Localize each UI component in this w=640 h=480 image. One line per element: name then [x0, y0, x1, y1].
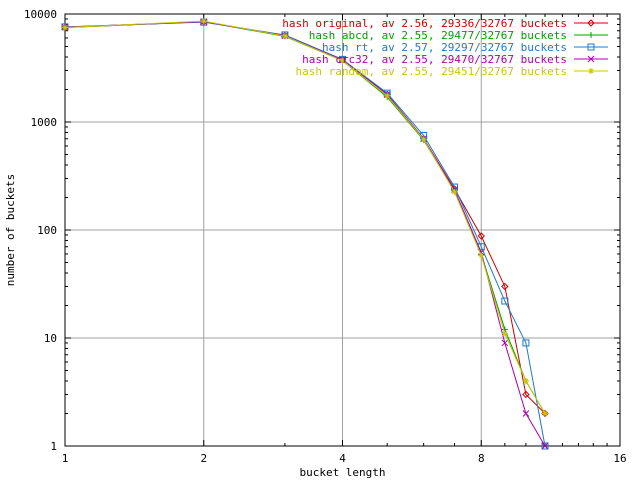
data-point [522, 339, 530, 347]
data-point [522, 377, 529, 384]
data-point [587, 43, 595, 51]
x-axis-label: bucket length [299, 466, 385, 479]
data-point [541, 442, 549, 450]
y-axis-label: number of buckets [4, 174, 17, 287]
data-point [281, 33, 288, 40]
data-point [451, 188, 458, 195]
y-tick-label: 1 [50, 440, 57, 453]
x-tick-label: 16 [613, 452, 626, 465]
legend-label: hash random, av 2.55, 29451/32767 bucket… [295, 65, 567, 78]
y-tick-label: 10 [44, 332, 57, 345]
data-point [501, 330, 508, 337]
data-point [522, 390, 530, 399]
x-tick-label: 1 [62, 452, 69, 465]
y-tick-label: 100 [37, 224, 57, 237]
data-point [501, 339, 509, 347]
data-point [62, 24, 68, 31]
y-tick-label: 10000 [24, 8, 57, 21]
data-point [587, 19, 595, 27]
y-tick-label: 1000 [31, 116, 58, 129]
x-tick-label: 8 [478, 452, 485, 465]
data-point [477, 232, 485, 240]
x-tick-label: 2 [200, 452, 207, 465]
data-point [501, 297, 509, 305]
series-layer [61, 17, 549, 450]
legend-label: hash abcd, av 2.55, 29477/32767 buckets [309, 29, 567, 42]
data-point [588, 32, 594, 38]
data-point [501, 282, 509, 291]
data-point [477, 243, 485, 251]
x-tick-label: 4 [339, 452, 346, 465]
data-point [541, 442, 549, 450]
data-point [200, 18, 207, 25]
series-5 [62, 18, 548, 417]
data-point [339, 57, 346, 64]
legend-label: hash rt, av 2.57, 29297/32767 buckets [322, 41, 567, 54]
data-point [587, 55, 595, 63]
data-point [522, 410, 530, 417]
data-point [478, 252, 485, 259]
data-point [420, 136, 427, 143]
legend-label: hash crc32, av 2.55, 29470/32767 buckets [302, 53, 567, 66]
data-point [384, 92, 391, 99]
data-point [541, 410, 548, 417]
data-point [588, 68, 594, 74]
grid [65, 14, 620, 446]
legend-label: hash original, av 2.56, 29336/32767 buck… [282, 17, 567, 30]
legend: hash original, av 2.56, 29336/32767 buck… [282, 17, 608, 78]
